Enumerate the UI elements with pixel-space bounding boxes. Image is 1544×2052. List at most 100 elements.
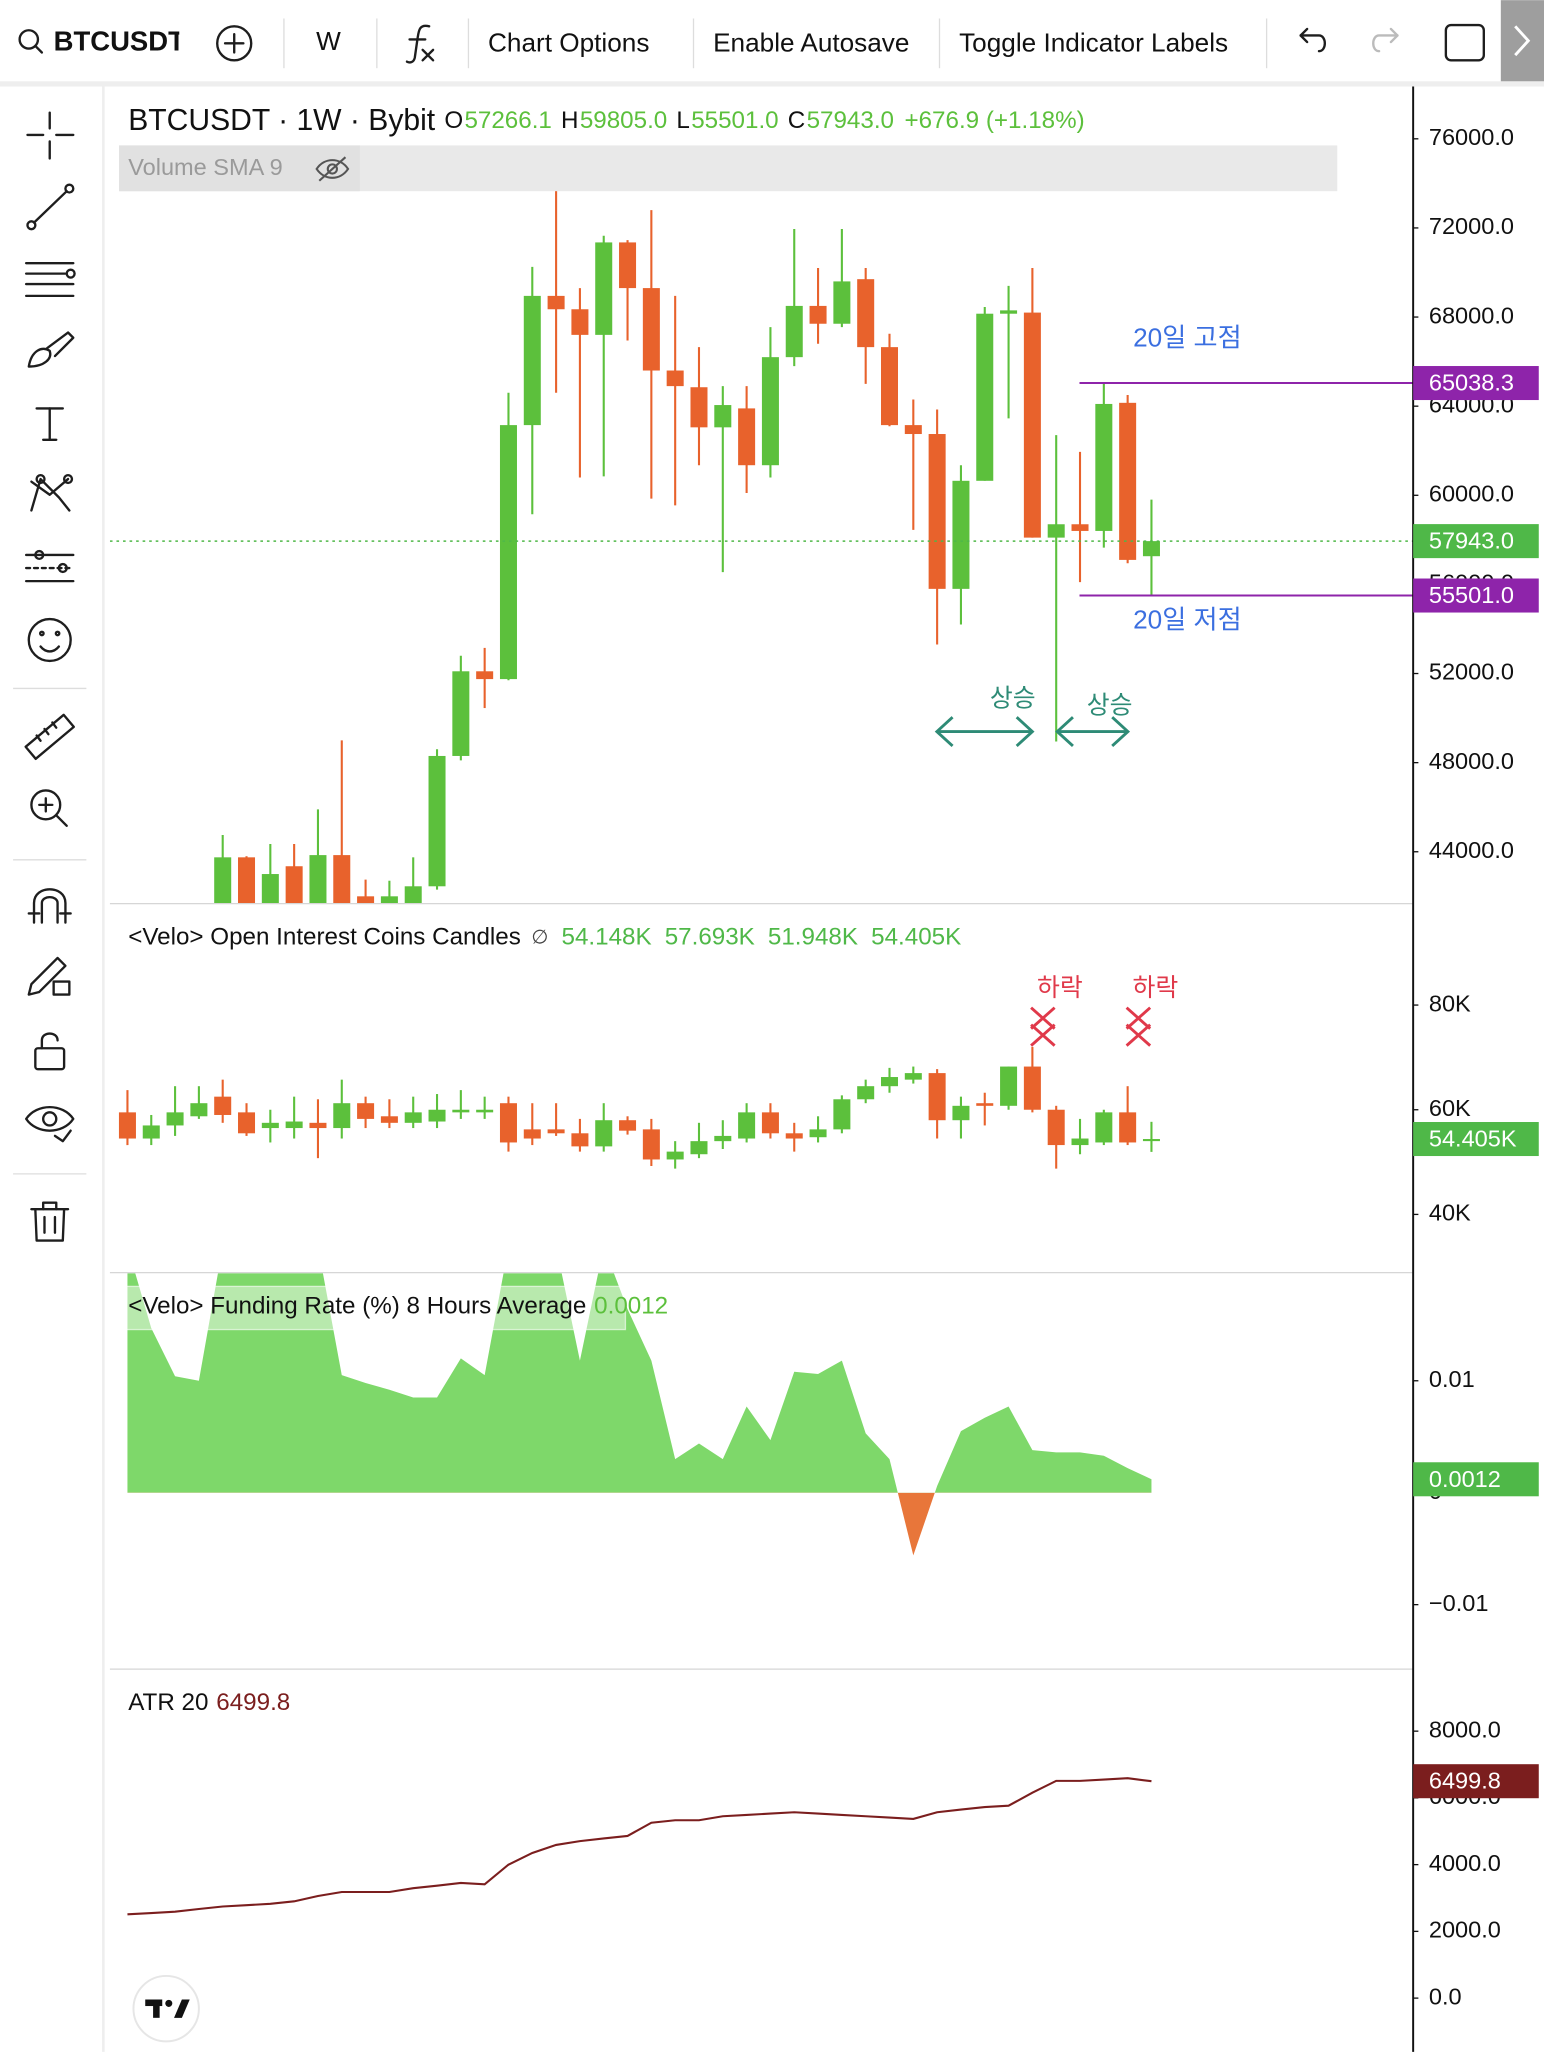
price-badge-label: 55501.0	[1429, 582, 1514, 608]
candle-body	[357, 896, 375, 904]
y-tick-label: 44000.0	[1429, 837, 1514, 863]
brush-tool[interactable]	[27, 331, 75, 368]
y-tick-label: 8000.0	[1429, 1716, 1501, 1742]
stay-drawing[interactable]	[27, 956, 71, 996]
candle-body	[1142, 541, 1160, 557]
candle-body	[857, 1086, 875, 1100]
panel	[118, 1046, 1160, 1169]
candle-body	[499, 1103, 517, 1143]
button[interactable]: Enable Autosave	[713, 28, 909, 58]
text-tool[interactable]	[35, 407, 64, 441]
candle-body	[833, 281, 851, 324]
candle-body	[309, 855, 327, 904]
candle-body	[1119, 1112, 1137, 1143]
candle-body	[1095, 403, 1113, 531]
candle-body	[690, 387, 708, 428]
panel	[109, 184, 1414, 904]
price-badge-label: 6499.8	[1429, 1768, 1501, 1794]
candle-body	[571, 1133, 589, 1147]
rise-arrows	[934, 716, 1131, 748]
y-tick-label: 52000.0	[1429, 659, 1514, 685]
axes: 44000.048000.052000.056000.060000.064000…	[1413, 124, 1514, 2009]
candle-body	[928, 1073, 946, 1121]
candle-body	[1000, 310, 1018, 314]
candle-body	[761, 357, 779, 466]
price-badge-label: 0.0012	[1429, 1466, 1501, 1492]
y-tick-label: 72000.0	[1429, 213, 1514, 239]
candle-body	[238, 1112, 256, 1134]
y-tick-label: 60000.0	[1429, 481, 1514, 507]
indicator-label-bg	[119, 145, 360, 192]
search-icon[interactable]	[18, 29, 44, 54]
zoom-tool[interactable]	[30, 789, 68, 827]
candle-body	[952, 480, 970, 589]
candle-body	[761, 1112, 779, 1134]
y-tick-label: 0.0	[1429, 1983, 1462, 2009]
left-toolbar	[13, 86, 105, 2052]
annotation: 상승	[1087, 691, 1133, 719]
candle-body	[1142, 1139, 1160, 1142]
candle-body	[904, 1073, 922, 1080]
pattern-tool[interactable]	[30, 473, 74, 512]
logo-badge[interactable]	[132, 1974, 200, 2043]
measure-tool[interactable]	[24, 713, 75, 760]
candle-body	[809, 1129, 827, 1138]
indicator-label: Volume SMA 9	[128, 154, 282, 180]
y-tick-label: 76000.0	[1429, 124, 1514, 150]
indicators-icon[interactable]	[405, 24, 435, 64]
level-text: 20일 고점	[1133, 323, 1242, 353]
collapse-button[interactable]	[1500, 0, 1544, 82]
price-badge	[1413, 1122, 1539, 1157]
magnet-tool[interactable]	[27, 888, 72, 924]
crosshair-tool[interactable]	[26, 111, 75, 160]
button[interactable]: Chart Options	[488, 28, 649, 58]
candle-body	[547, 1129, 565, 1134]
area-positive	[127, 1273, 1152, 1493]
lock-tool[interactable]	[34, 1032, 66, 1071]
candle-body	[714, 1135, 732, 1142]
legend-value: 51.948K	[768, 924, 858, 951]
candle-body	[1071, 524, 1089, 531]
button[interactable]: Toggle Indicator Labels	[959, 28, 1228, 58]
line-tool[interactable]	[26, 183, 75, 231]
price-badge	[1413, 578, 1539, 613]
panel-header: <Velo> Funding Rate (%) 8 Hours Average 0…	[128, 1293, 668, 1320]
candle-body	[642, 1129, 660, 1160]
candle-body	[928, 434, 946, 589]
atr-line	[127, 1777, 1152, 1916]
candle-body	[476, 671, 494, 680]
candle-body	[142, 1125, 160, 1139]
hidden-eye-icon[interactable]	[315, 156, 350, 182]
legend-value: 57.693K	[665, 924, 755, 951]
ohlc-key: L	[676, 107, 689, 134]
candle-body	[523, 1129, 541, 1139]
panel-title: <Velo> Open Interest Coins Candles	[128, 924, 521, 951]
y-tick-label: 0.01	[1429, 1366, 1475, 1392]
fib-tool[interactable]	[24, 261, 76, 298]
candle-body	[452, 671, 470, 756]
fullscreen[interactable]	[1444, 23, 1485, 62]
forecast-tool[interactable]	[24, 549, 75, 583]
visibility-tool[interactable]	[24, 1105, 75, 1143]
candle-body	[452, 1109, 470, 1113]
candle-body	[880, 1077, 899, 1087]
area-negative	[897, 1492, 935, 1556]
icon-tool[interactable]	[27, 617, 72, 663]
interval[interactable]: W	[316, 26, 341, 56]
symbol[interactable]: BTCUSDT	[54, 26, 185, 57]
y-tick-label: 40K	[1429, 1200, 1471, 1226]
sidebar-dividers	[13, 687, 87, 1175]
candle-body	[976, 313, 994, 481]
axis-bg	[1413, 86, 1544, 2052]
candle-body	[976, 1103, 994, 1106]
add-symbol[interactable]	[216, 25, 253, 62]
candle-body	[214, 1096, 232, 1115]
y-tick-label: 4000.0	[1429, 1850, 1501, 1876]
fall-marks	[1030, 1006, 1152, 1047]
remove-tool[interactable]	[30, 1201, 70, 1242]
candle-body	[166, 1112, 184, 1126]
ohlc-key: O	[444, 107, 463, 134]
undo[interactable]	[1299, 27, 1326, 53]
redo[interactable]	[1372, 27, 1399, 53]
